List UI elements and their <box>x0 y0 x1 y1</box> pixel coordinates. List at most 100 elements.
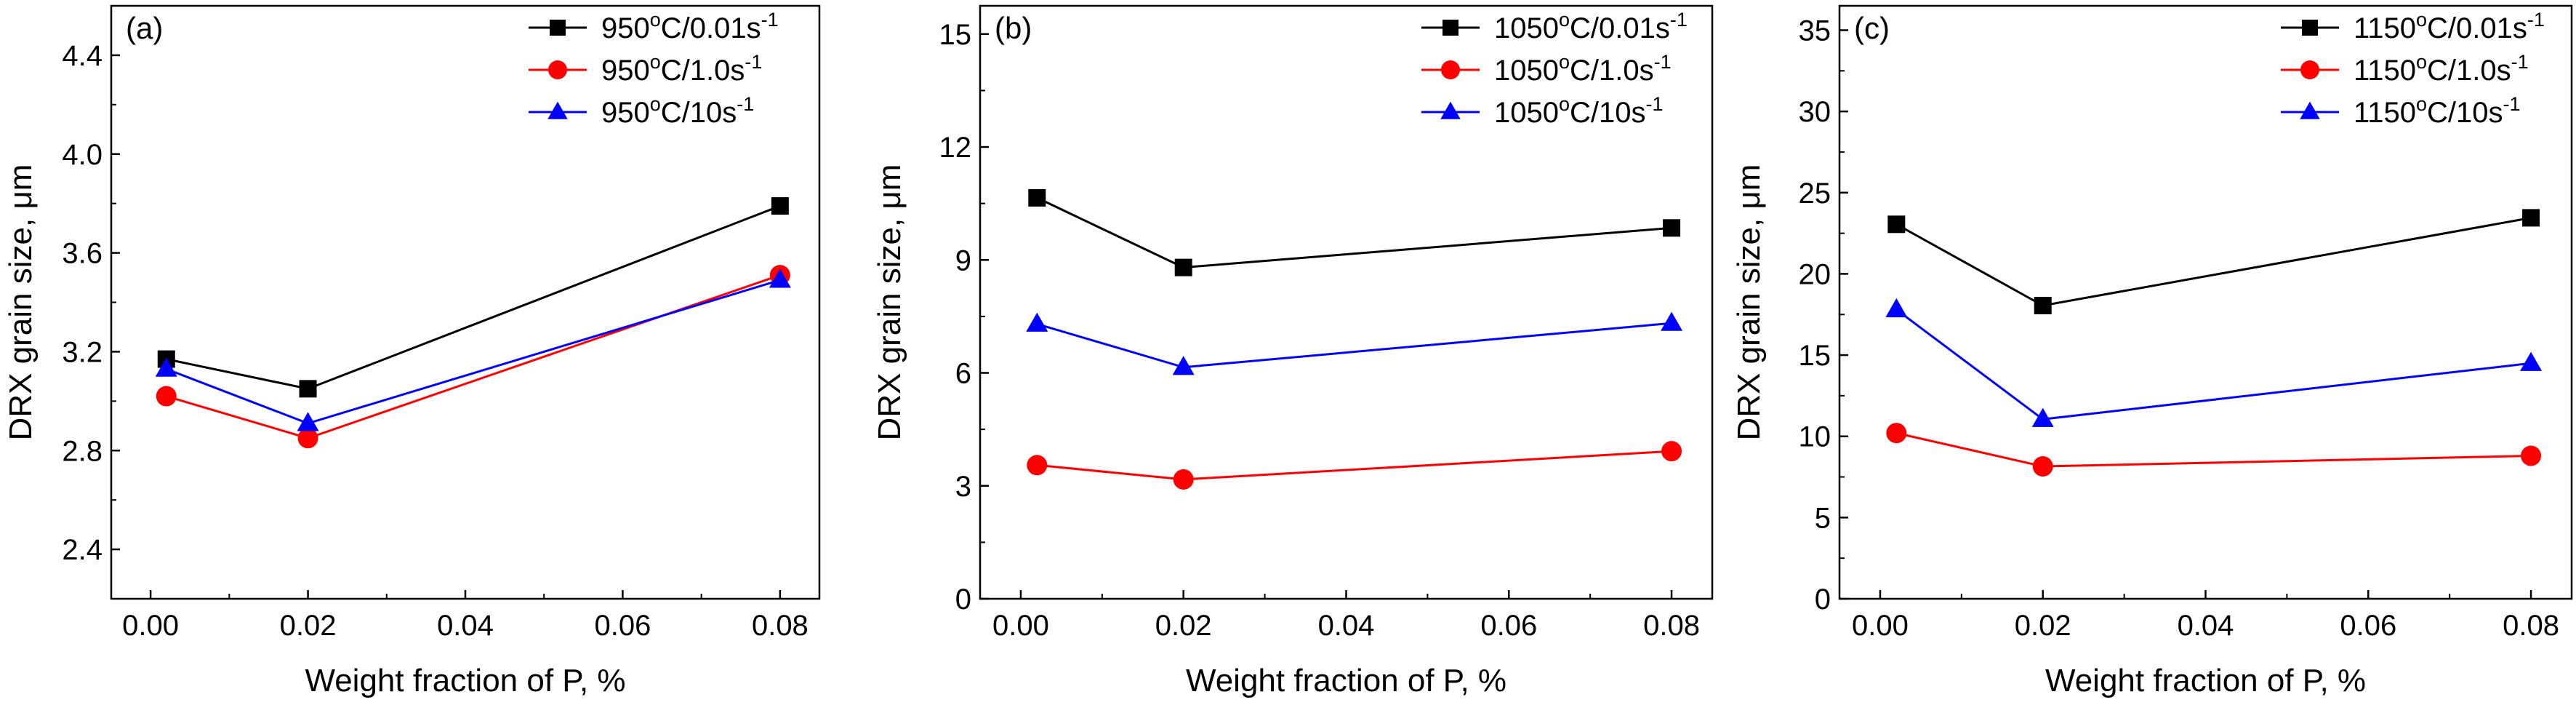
legend-label: 1150oC/1.0s-1 <box>2354 51 2529 87</box>
square-marker <box>2034 296 2052 314</box>
panel-label: (a) <box>126 11 163 45</box>
x-tick-label: 0.00 <box>992 610 1049 642</box>
circle-marker <box>2300 60 2319 79</box>
y-tick-label: 3.6 <box>62 238 103 270</box>
series-triangle <box>155 268 791 431</box>
legend-item: 1050oC/10s-1 <box>1421 93 1664 129</box>
x-tick-label: 0.08 <box>1643 610 1700 642</box>
triangle-marker <box>769 268 791 288</box>
series-square <box>157 197 789 398</box>
series-line <box>166 279 781 425</box>
x-tick-label: 0.04 <box>437 610 494 642</box>
x-tick-label: 0.06 <box>2340 610 2396 642</box>
triangle-marker <box>1026 312 1048 332</box>
y-tick-label: 6 <box>955 358 971 390</box>
panel-label: (b) <box>995 11 1032 45</box>
chart-panel-1: 0.00 0.02 0.04 0.06 0.08 2.4 2.8 3.2 3.6 4.0 4.4 We… <box>3 4 821 698</box>
y-tick-label: 12 <box>939 132 972 164</box>
legend: 1150oC/0.01s-1 1150oC/1.0s-1 1150oC/10s-1 <box>2281 9 2545 129</box>
triangle-marker <box>297 412 319 431</box>
series-line <box>1036 196 1672 269</box>
legend-label: 1050oC/0.01s-1 <box>1494 9 1688 44</box>
legend-item: 950oC/10s-1 <box>529 93 754 129</box>
x-axis-title: Weight fraction of P, % <box>2045 663 2366 698</box>
circle-marker <box>1027 455 1048 476</box>
legend-item: 1150oC/0.01s-1 <box>2281 9 2545 44</box>
triangle-marker <box>1885 298 1908 318</box>
square-marker <box>1663 219 1681 237</box>
legend-label: 950oC/10s-1 <box>601 93 754 129</box>
legend-label: 950oC/0.01s-1 <box>601 9 779 44</box>
x-tick-label: 0.08 <box>2503 610 2559 642</box>
x-tick-label: 0.00 <box>1852 610 1909 642</box>
triangle-marker <box>155 357 177 377</box>
series-line <box>1895 431 2532 468</box>
circle-marker <box>1886 423 1907 444</box>
triangle-marker <box>1661 311 1683 331</box>
y-tick-label: 2.4 <box>62 534 103 566</box>
circle-marker <box>1173 469 1194 490</box>
x-tick-label: 0.04 <box>2178 610 2234 642</box>
square-marker <box>1028 188 1046 207</box>
legend: 1050oC/0.01s-1 1050oC/1.0s-1 1050oC/10s-1 <box>1421 9 1688 129</box>
x-tick-label: 0.08 <box>752 610 808 642</box>
legend-label: 1050oC/10s-1 <box>1494 93 1664 129</box>
series-line <box>1037 450 1672 481</box>
series-line <box>1895 216 2532 307</box>
y-tick-label: 3.2 <box>62 336 103 368</box>
triangle-marker <box>1440 101 1461 119</box>
triangle-marker <box>2520 351 2543 371</box>
square-marker <box>2522 209 2540 227</box>
circle-marker <box>2032 456 2053 477</box>
y-tick-label: 15 <box>939 19 972 51</box>
y-axis-title: DRX grain size, μm <box>3 164 39 441</box>
circle-marker <box>156 386 177 407</box>
x-tick-label: 0.00 <box>122 610 179 642</box>
y-tick-label: 0 <box>955 583 971 616</box>
y-tick-label: 25 <box>1799 178 1831 210</box>
series-line <box>1895 308 2532 421</box>
y-tick-label: 20 <box>1799 258 1831 290</box>
chart-panel-3: 0.00 0.02 0.04 0.06 0.08 0 5 10 15 20 25 30 35 Weight… <box>1731 4 2573 698</box>
x-tick-label: 0.02 <box>1155 610 1212 642</box>
series-line <box>1036 322 1672 369</box>
triangle-marker <box>1172 356 1195 375</box>
square-marker <box>299 380 317 398</box>
y-tick-label: 4.0 <box>62 139 103 171</box>
triangle-marker <box>2300 101 2320 119</box>
y-tick-label: 15 <box>1799 340 1831 372</box>
x-tick-label: 0.02 <box>280 610 337 642</box>
legend-item: 1150oC/1.0s-1 <box>2281 51 2529 87</box>
circle-marker <box>297 428 318 449</box>
y-tick-label: 3 <box>955 471 971 503</box>
square-marker <box>1887 215 1906 234</box>
x-axis-title: Weight fraction of P, % <box>1186 663 1506 698</box>
circle-marker <box>1441 60 1460 79</box>
x-axis-title: Weight fraction of P, % <box>305 663 625 698</box>
square-marker <box>1443 20 1458 36</box>
series-circle <box>1027 441 1682 490</box>
y-axis-title: DRX grain size, μm <box>1731 164 1767 441</box>
y-tick-label: 10 <box>1799 421 1831 453</box>
series-square <box>1028 188 1681 276</box>
y-tick-label: 9 <box>955 244 971 276</box>
circle-marker <box>548 60 567 79</box>
series-line <box>166 204 781 390</box>
y-tick-label: 2.8 <box>62 435 103 467</box>
x-tick-label: 0.04 <box>1318 610 1375 642</box>
x-tick-label: 0.06 <box>1480 610 1537 642</box>
x-tick-label: 0.06 <box>595 610 651 642</box>
triangle-marker <box>547 101 568 119</box>
y-axis-title: DRX grain size, μm <box>872 164 907 441</box>
series-line <box>166 274 781 439</box>
plot-frame <box>979 4 1714 600</box>
chart-panel-2: 0.00 0.02 0.04 0.06 0.08 0 3 6 9 12 15 Weight fract… <box>872 4 1714 698</box>
legend-item: 950oC/0.01s-1 <box>529 9 779 44</box>
panel-label: (c) <box>1854 11 1890 45</box>
series-circle <box>156 265 790 449</box>
legend-item: 950oC/1.0s-1 <box>529 51 762 87</box>
circle-marker <box>2521 445 2542 466</box>
plot-frame <box>1838 4 2573 600</box>
square-marker <box>2302 20 2318 36</box>
